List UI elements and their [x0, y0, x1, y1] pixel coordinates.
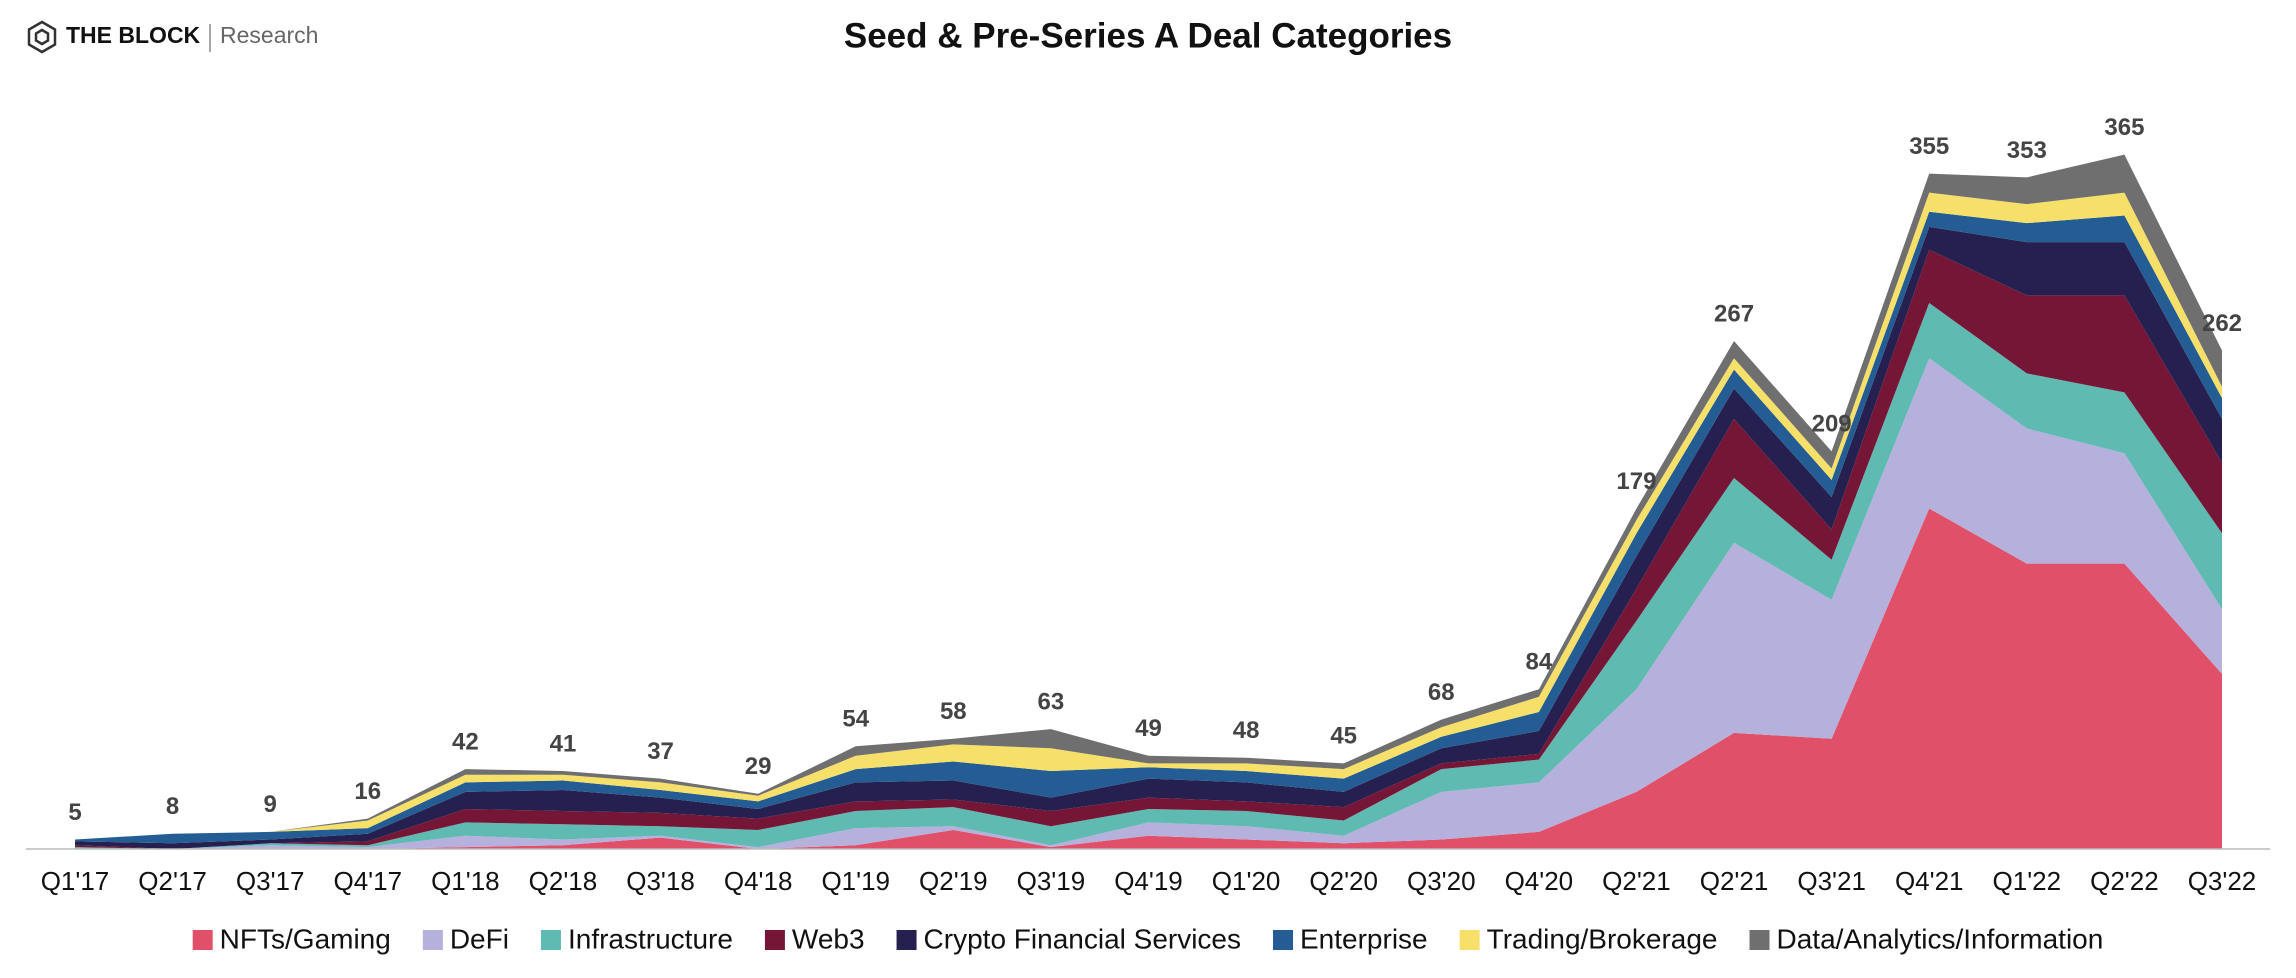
- legend-swatch: [764, 930, 785, 950]
- total-label: 54: [842, 706, 869, 733]
- legend-swatch: [1749, 930, 1770, 950]
- legend-swatch: [1273, 930, 1294, 950]
- x-tick-label: Q3'19: [1017, 866, 1086, 896]
- area: [75, 358, 2222, 849]
- total-label: 9: [264, 791, 277, 818]
- x-tick-label: Q2'17: [138, 866, 207, 896]
- logo-icon: [27, 20, 57, 54]
- x-tick-label: Q4'17: [333, 866, 402, 896]
- legend-swatch: [192, 930, 213, 950]
- legend-swatch: [1459, 930, 1480, 950]
- total-label: 179: [1616, 468, 1656, 495]
- legend-swatch: [896, 930, 917, 950]
- total-label: 365: [2104, 114, 2144, 141]
- total-label: 5: [68, 799, 81, 826]
- total-label: 49: [1135, 715, 1162, 742]
- total-label: 63: [1038, 688, 1065, 715]
- x-tick-label: Q2'19: [919, 866, 988, 896]
- x-tick-label: Q3'22: [2188, 866, 2257, 896]
- total-label: 355: [1909, 133, 1949, 160]
- x-tick-label: Q3'21: [1797, 866, 1866, 896]
- area: [75, 508, 2222, 849]
- legend-label: NFTs/Gaming: [220, 923, 391, 954]
- total-label: 58: [940, 698, 967, 725]
- legend-label: Trading/Brokerage: [1487, 923, 1718, 954]
- legend-label: Crypto Financial Services: [924, 923, 1241, 954]
- total-label: 45: [1330, 723, 1357, 750]
- total-label: 84: [1526, 649, 1553, 676]
- total-label: 48: [1233, 717, 1260, 744]
- total-label: 37: [647, 738, 674, 765]
- total-label: 353: [2007, 137, 2047, 164]
- total-label: 29: [745, 753, 772, 780]
- legend-label: Enterprise: [1300, 923, 1428, 954]
- x-tick-label: Q3'17: [236, 866, 305, 896]
- logo: THE BLOCK Research: [27, 20, 318, 54]
- brand-section: Research: [220, 22, 318, 48]
- legend-label: Infrastructure: [568, 923, 733, 954]
- x-tick-label: Q2'21: [1700, 866, 1769, 896]
- x-tick-label: Q2'22: [2090, 866, 2159, 896]
- x-tick-label: Q2'21: [1602, 866, 1671, 896]
- x-tick-label: Q1'22: [1993, 866, 2062, 896]
- area: [75, 249, 2222, 849]
- total-label: 41: [550, 730, 577, 757]
- x-tick-label: Q2'18: [529, 866, 598, 896]
- legend: NFTs/Gaming DeFi Infrastructure Web3 Crypto …: [192, 923, 2104, 954]
- x-tick-label: Q4'20: [1505, 866, 1574, 896]
- legend-swatch: [422, 930, 443, 950]
- x-tick-label: Q4'19: [1114, 866, 1183, 896]
- x-tick-label: Q1'18: [431, 866, 500, 896]
- x-tick-label: Q3'20: [1407, 866, 1476, 896]
- chart-title: Seed & Pre-Series A Deal Categories: [844, 16, 1452, 55]
- legend-label: Web3: [792, 923, 865, 954]
- total-label: 42: [452, 728, 479, 755]
- total-label: 68: [1428, 679, 1455, 706]
- x-tick-label: Q1'19: [821, 866, 890, 896]
- area: [75, 303, 2222, 849]
- legend-swatch: [540, 930, 561, 950]
- x-tick-label: Q4'21: [1895, 866, 1964, 896]
- x-tick-label: Q2'20: [1309, 866, 1378, 896]
- legend-label: DeFi: [450, 923, 509, 954]
- brand: THE BLOCK: [66, 22, 201, 48]
- x-tick-label: Q3'18: [626, 866, 695, 896]
- legend-label: Data/Analytics/Information: [1777, 923, 2104, 954]
- x-tick-label: Q1'20: [1212, 866, 1281, 896]
- total-label: 267: [1714, 300, 1754, 327]
- x-tick-label: Q4'18: [724, 866, 793, 896]
- total-label: 209: [1812, 411, 1852, 438]
- total-label: 262: [2202, 310, 2242, 337]
- total-label: 8: [166, 793, 179, 820]
- total-label: 16: [354, 778, 381, 805]
- x-tick-label: Q1'17: [41, 866, 110, 896]
